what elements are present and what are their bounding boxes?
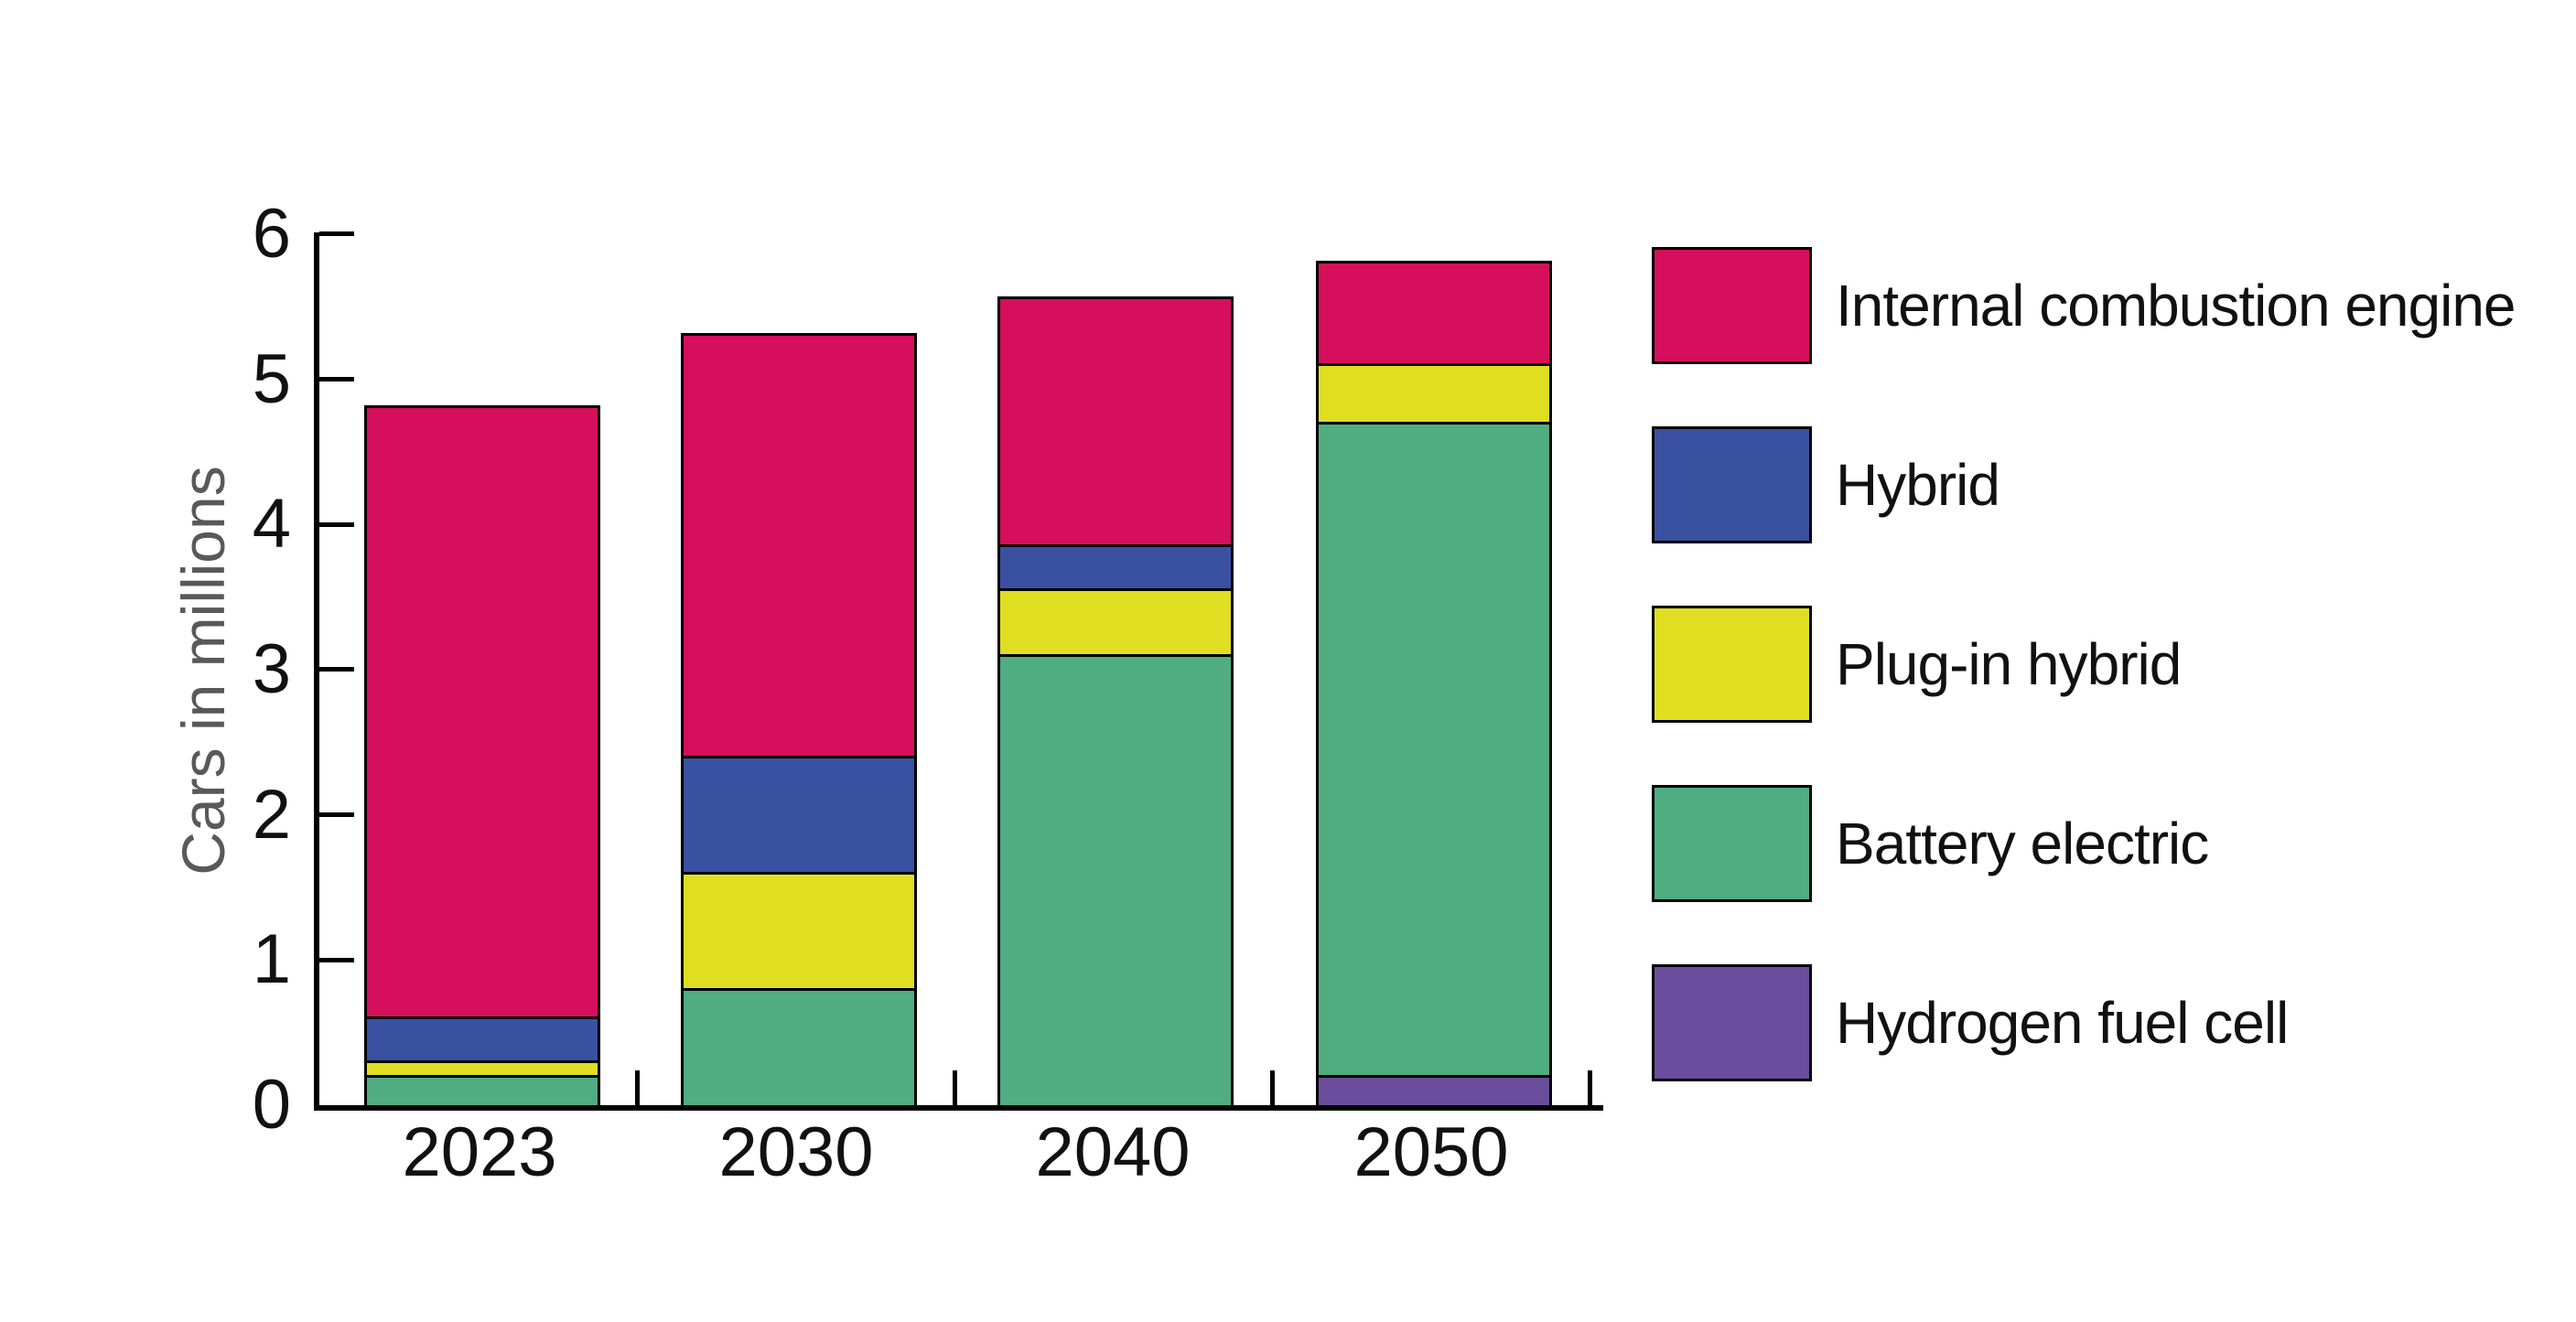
y-tick-mark [319,377,354,382]
legend-label: Hybrid [1836,452,2000,518]
legend-label: Battery electric [1836,811,2209,876]
legend-item-internal-combustion-engine: Internal combustion engine [1652,247,2516,364]
bar-segment-2050-internal-combustion-engine [1319,263,1549,365]
x-tick-mark [634,1070,640,1105]
y-tick-mark [319,812,354,818]
bar-segment-2023-plug-in-hybrid [367,1061,598,1077]
bar-2030 [681,332,917,1108]
bar-segment-2023-battery-electric [367,1076,598,1105]
legend-label: Hydrogen fuel cell [1836,990,2289,1056]
segment-divider [1319,1074,1549,1078]
legend-label: Plug-in hybrid [1836,631,2182,697]
y-tick-mark [319,667,354,672]
segment-divider [1000,653,1231,657]
y-tick-label: 3 [252,629,291,708]
bar-segment-2040-internal-combustion-engine [1000,299,1231,546]
bar-segment-2030-internal-combustion-engine [684,335,914,758]
bar-segment-2050-plug-in-hybrid [1319,364,1549,424]
legend-swatch [1652,785,1812,902]
segment-divider [367,1074,598,1078]
bar-segment-2050-battery-electric [1319,423,1549,1077]
bar-2023 [364,405,600,1108]
segment-divider [1000,544,1231,548]
legend-item-hybrid: Hybrid [1652,426,2000,543]
bar-segment-2023-hybrid [367,1017,598,1062]
x-axis-line [314,1105,1603,1111]
y-tick-label: 0 [252,1066,291,1144]
x-tick-label: 2040 [1035,1113,1191,1191]
y-tick-mark [319,231,354,237]
segment-divider [684,755,914,758]
x-tick-label: 2030 [718,1113,874,1191]
legend-swatch [1652,247,1812,364]
bar-2050 [1316,260,1552,1108]
bar-segment-2030-battery-electric [684,989,914,1105]
bar-segment-2040-hybrid [1000,545,1231,590]
legend-item-hydrogen-fuel-cell: Hydrogen fuel cell [1652,964,2289,1081]
segment-divider [1319,421,1549,425]
bar-2040 [997,296,1234,1108]
y-tick-mark [319,957,354,962]
y-tick-label: 4 [252,485,291,564]
y-tick-label: 6 [252,194,291,273]
legend-swatch [1652,606,1812,723]
y-tick-mark [319,521,354,527]
segment-divider [367,1059,598,1063]
y-tick-label: 5 [252,339,291,418]
bar-segment-2050-hydrogen-fuel-cell [1319,1076,1549,1105]
bar-segment-2023-internal-combustion-engine [367,408,598,1018]
bar-segment-2030-plug-in-hybrid [684,873,914,990]
bar-segment-2040-battery-electric [1000,655,1231,1105]
segment-divider [1000,588,1231,592]
segment-divider [1319,363,1549,367]
x-tick-mark [1269,1070,1275,1105]
x-tick-label: 2023 [402,1113,557,1191]
x-tick-label: 2050 [1353,1113,1509,1191]
y-tick-label: 2 [252,775,291,854]
y-axis-line [314,231,319,1111]
bar-segment-2030-hybrid [684,757,914,874]
segment-divider [367,1016,598,1020]
legend-item-plug-in-hybrid: Plug-in hybrid [1652,606,2182,723]
legend-label: Internal combustion engine [1836,273,2516,339]
legend-item-battery-electric: Battery electric [1652,785,2209,902]
y-tick-label: 1 [252,920,291,999]
legend-swatch [1652,964,1812,1081]
segment-divider [684,871,914,875]
segment-divider [684,987,914,991]
legend-swatch [1652,426,1812,543]
bar-segment-2040-plug-in-hybrid [1000,589,1231,655]
x-tick-mark [1587,1070,1592,1105]
x-tick-mark [952,1070,957,1105]
